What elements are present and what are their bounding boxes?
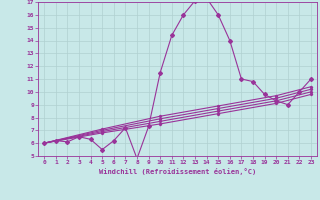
X-axis label: Windchill (Refroidissement éolien,°C): Windchill (Refroidissement éolien,°C) xyxy=(99,168,256,175)
